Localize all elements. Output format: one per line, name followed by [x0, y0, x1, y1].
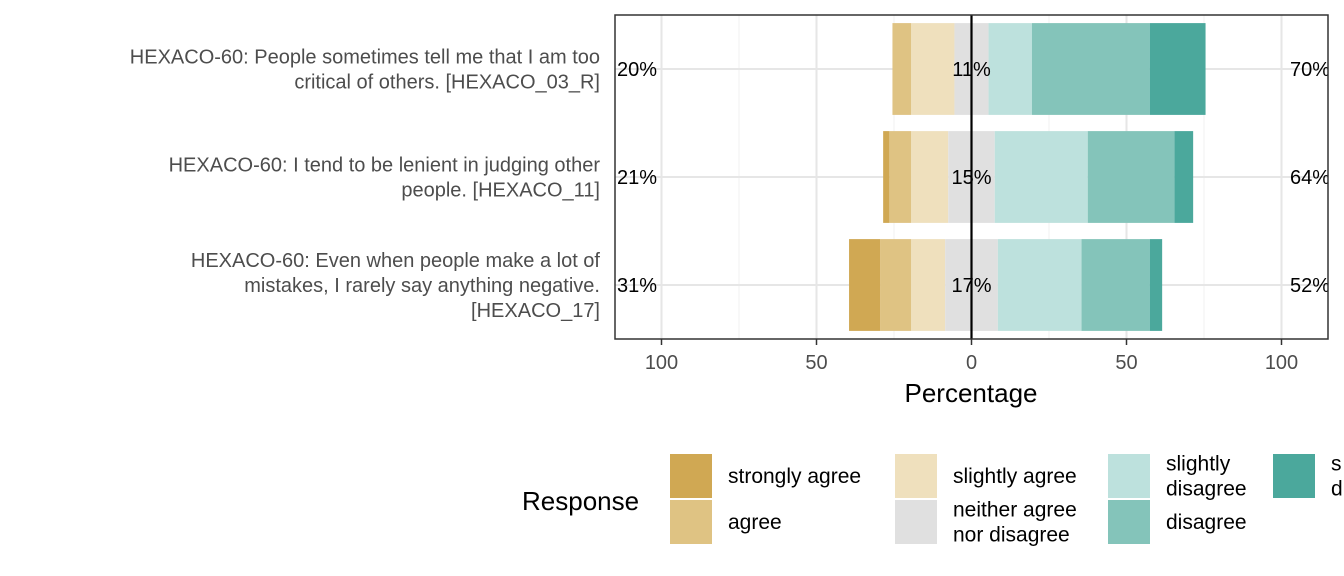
legend-label-line: slightly agree	[953, 465, 1077, 488]
bar-segment-slightly-agree	[911, 239, 946, 331]
right-percent-label: 52%	[1290, 275, 1330, 297]
right-percent-label: 70%	[1290, 59, 1330, 81]
legend-key-slightly-agree	[895, 454, 937, 498]
legend-label: slightly disagree	[1166, 453, 1247, 501]
y-axis-label: HEXACO-60: I tend to be lenient in judgi…	[169, 155, 601, 202]
right-percent-label: 64%	[1290, 167, 1330, 189]
percent-labels: 20% 11% 70% 21% 15% 64% 31% 17% 52%	[617, 59, 1330, 297]
center-percent-label: 11%	[952, 59, 991, 81]
x-tick-label: 100	[645, 352, 678, 374]
x-tick-label: 100	[1265, 352, 1298, 374]
legend-key-disagree	[1108, 500, 1150, 544]
x-tick-label: 0	[966, 352, 977, 374]
legend-keys: strongly agree agree slightly agree neither…	[670, 453, 1343, 547]
bar-segment-slightly-disagree	[997, 239, 1082, 331]
legend-label-line: d	[1331, 478, 1343, 501]
legend-label-line: disagree	[1166, 511, 1247, 534]
legend-label: agree	[728, 511, 782, 534]
legend-label-line: slightly	[1166, 453, 1231, 476]
legend-label-line: neither agree	[953, 499, 1077, 522]
legend-label: slightly agree	[953, 465, 1077, 488]
bar-segment-agree	[889, 131, 912, 223]
x-tick-label: 50	[1115, 352, 1137, 374]
legend-key-slightly-disagree	[1108, 454, 1150, 498]
legend-title: Response	[522, 486, 639, 516]
y-axis-label-line: [HEXACO_17]	[471, 300, 600, 322]
bar-segment-slightly-agree	[911, 131, 949, 223]
x-axis-title: Percentage	[905, 378, 1038, 408]
bar-segment-disagree	[1081, 239, 1150, 331]
legend: Response strongly agree agree slightly agr…	[522, 453, 1343, 547]
bar-segment-strongly-disagree	[1149, 23, 1206, 115]
legend-label: neither agree nor disagree	[953, 499, 1077, 547]
legend-label-line: nor disagree	[953, 524, 1070, 547]
y-axis-label-line: critical of others. [HEXACO_03_R]	[294, 72, 600, 94]
left-percent-label: 31%	[617, 275, 657, 297]
x-axis-ticks: 100 50 0 50 100	[645, 339, 1298, 374]
y-axis-label-line: HEXACO-60: Even when people make a lot o…	[191, 250, 601, 272]
bar-segment-agree	[880, 239, 912, 331]
bar-segment-disagree	[1087, 131, 1175, 223]
y-axis-label-line: mistakes, I rarely say anything negative…	[244, 275, 600, 297]
bar-segment-slightly-disagree	[988, 23, 1032, 115]
legend-label-line: agree	[728, 511, 782, 534]
legend-label: strongly agree	[728, 465, 861, 488]
legend-key-neither-agree-nor-disagree	[895, 500, 937, 544]
bar-segment-slightly-disagree	[994, 131, 1088, 223]
bars	[849, 23, 1206, 331]
bar-segment-strongly-agree	[883, 131, 890, 223]
x-tick-label: 50	[805, 352, 827, 374]
y-axis-label: HEXACO-60: People sometimes tell me that…	[130, 47, 600, 94]
bar-segment-strongly-disagree	[1174, 131, 1194, 223]
y-axis-label: HEXACO-60: Even when people make a lot o…	[191, 250, 601, 322]
center-percent-label: 17%	[951, 275, 991, 297]
left-percent-label: 20%	[617, 59, 657, 81]
legend-label-line: s	[1331, 453, 1342, 476]
legend-label: disagree	[1166, 511, 1247, 534]
bar-segment-slightly-agree	[911, 23, 955, 115]
y-axis-label-line: HEXACO-60: People sometimes tell me that…	[130, 47, 600, 69]
legend-label-line: disagree	[1166, 478, 1247, 501]
y-axis-label-line: people. [HEXACO_11]	[401, 180, 600, 202]
left-percent-label: 21%	[617, 167, 657, 189]
bar-segment-strongly-disagree	[1149, 239, 1163, 331]
legend-label-line: strongly agree	[728, 465, 861, 488]
bar-segment-strongly-agree	[849, 239, 881, 331]
center-percent-label: 15%	[951, 167, 991, 189]
y-axis-labels: HEXACO-60: People sometimes tell me that…	[130, 47, 601, 323]
bar-segment-disagree	[1031, 23, 1150, 115]
legend-key-strongly-disagree	[1273, 454, 1315, 498]
bar-segment-agree	[892, 23, 912, 115]
y-axis-label-line: HEXACO-60: I tend to be lenient in judgi…	[169, 155, 601, 177]
legend-key-agree	[670, 500, 712, 544]
legend-key-strongly-agree	[670, 454, 712, 498]
